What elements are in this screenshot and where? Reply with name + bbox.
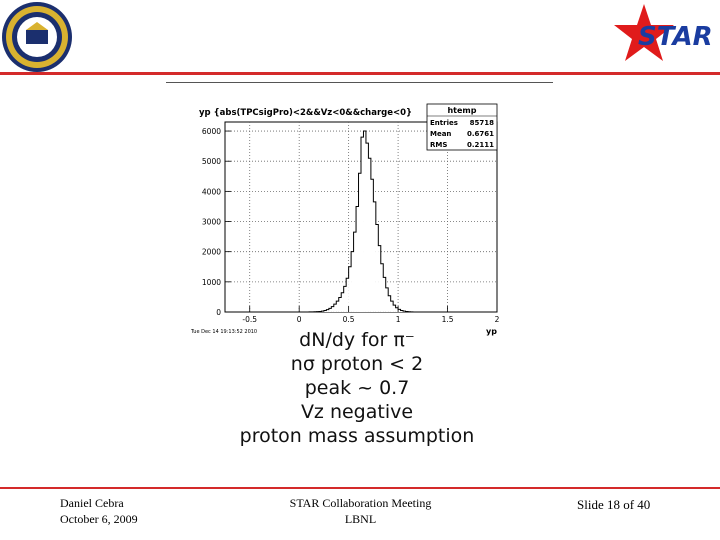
author-name: Daniel Cebra [60, 496, 124, 510]
stats-box [426, 103, 498, 151]
y-tick-label: 6000 [202, 127, 221, 136]
histogram-bin [395, 307, 399, 312]
star-logo-text: STAR [638, 22, 713, 52]
histogram-bin [346, 278, 349, 312]
histogram-bin [393, 305, 396, 312]
y-tick-label: 2000 [202, 248, 221, 257]
y-tick-label: 5000 [202, 157, 221, 166]
histogram-bin [336, 301, 339, 312]
histogram-bin [373, 201, 376, 312]
stats-key: Mean [430, 130, 451, 138]
y-tick-label: 1000 [202, 278, 221, 287]
histogram-bin [331, 306, 334, 312]
histogram-bin [398, 309, 401, 312]
histogram-bin [375, 224, 379, 312]
stats-title: htemp [447, 106, 476, 115]
histogram-bin [341, 292, 344, 312]
y-tick-label: 0 [216, 308, 221, 317]
note-line: peak ~ 0.7 [304, 377, 410, 399]
chart-title: yp {abs(TPCsigPro)<2&&Vz<0&&charge<0} [199, 108, 412, 118]
histogram-chart: yp {abs(TPCsigPro)<2&&Vz<0&&charge<0} -0.… [190, 103, 500, 336]
footer-author: Daniel Cebra October 6, 2009 [60, 495, 138, 527]
note-line: Vz negative [300, 401, 414, 423]
histogram-bin [383, 277, 386, 312]
star-icon [614, 4, 674, 61]
university-seal-logo [2, 2, 72, 72]
timestamp-label: Tue Dec 14 19:13:52 2010 [190, 329, 257, 335]
star-logo [614, 4, 674, 61]
histogram-bin [365, 143, 369, 312]
note-line: nσ proton < 2 [290, 353, 424, 375]
stats-value: 85718 [470, 119, 494, 127]
histogram-bin [368, 158, 371, 312]
histogram-bin [338, 297, 342, 312]
presentation-date: October 6, 2009 [60, 512, 138, 526]
histogram-bin [343, 286, 347, 312]
event-location: LBNL [344, 512, 377, 526]
histogram-bin [361, 137, 364, 312]
footer-rule [0, 487, 720, 489]
histogram-bin [390, 301, 394, 312]
histogram-bin [348, 266, 352, 312]
histogram-bin [385, 287, 389, 312]
slide-number: Slide 18 of 40 [577, 497, 651, 512]
histogram-series [308, 130, 414, 313]
stats-value: 0.6761 [467, 130, 494, 138]
note-line: proton mass assumption [239, 425, 475, 447]
note-line: dN/dy for π⁻ [299, 329, 415, 351]
slide-notes: dN/dy for π⁻ nσ proton < 2 peak ~ 0.7 Vz… [222, 328, 492, 448]
header-rule [0, 72, 720, 75]
histogram-bin [328, 308, 332, 312]
stats-key: Entries [430, 119, 458, 127]
histogram-bin [370, 179, 374, 312]
histogram-bin [333, 304, 337, 312]
x-tick-label: 0.5 [343, 315, 355, 324]
histogram-bin [388, 295, 391, 312]
stats-value: 0.2111 [467, 141, 494, 149]
histogram-bin [353, 232, 357, 312]
histogram-bin [380, 263, 384, 312]
x-tick-label: 1.5 [442, 315, 454, 324]
title-underline [166, 82, 553, 83]
histogram-bin [358, 173, 361, 312]
footer-event: STAR Collaboration Meeting LBNL [288, 495, 433, 527]
event-name: STAR Collaboration Meeting [289, 496, 432, 510]
histogram-bin [323, 310, 327, 312]
x-tick-label: 1 [396, 315, 401, 324]
x-tick-label: 0 [297, 315, 302, 324]
histogram-bin [356, 206, 359, 312]
y-tick-label: 3000 [202, 218, 221, 227]
histogram-bin [400, 310, 404, 312]
y-tick-label: 4000 [202, 187, 221, 196]
x-tick-label: 2 [495, 315, 500, 324]
x-axis-label: yp [486, 327, 497, 336]
stats-key: RMS [430, 141, 447, 149]
x-tick-label: -0.5 [242, 315, 257, 324]
histogram-bin [326, 309, 329, 312]
histogram-bin [363, 131, 366, 312]
histogram-bin [378, 245, 381, 312]
histogram-bin [351, 251, 354, 312]
